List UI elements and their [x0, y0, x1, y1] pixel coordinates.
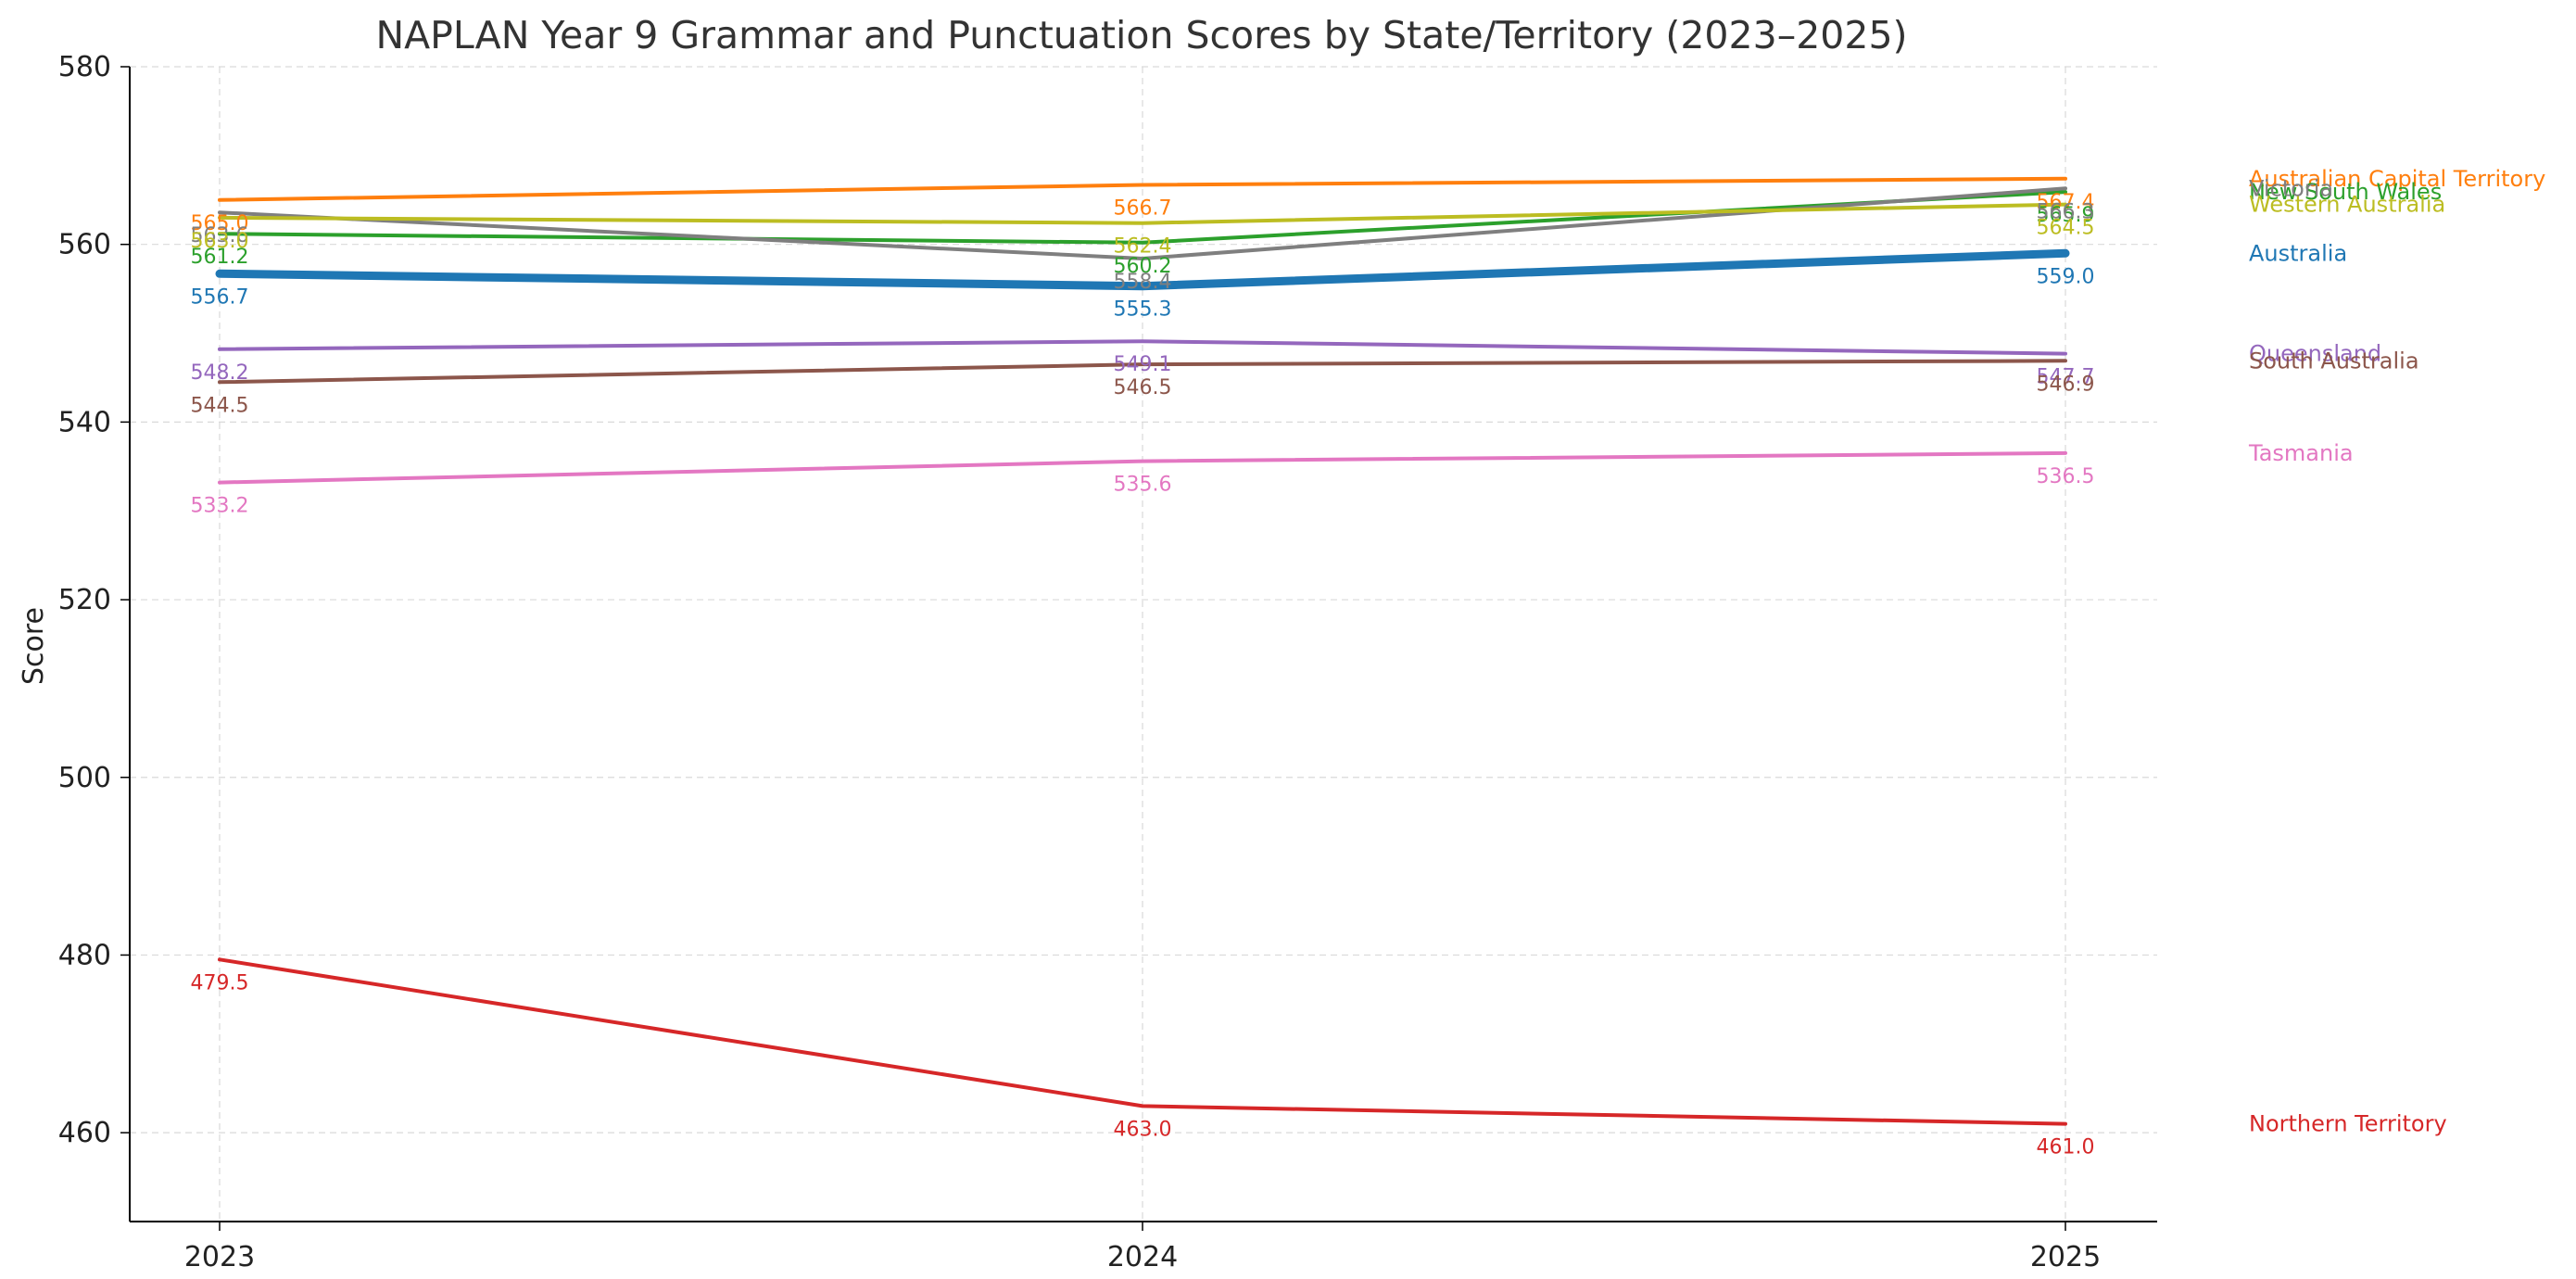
- data-label-australia: 556.7: [191, 285, 249, 309]
- axes: 460 480 500 520 540 560 580 2023 2024 2025: [58, 51, 2157, 1273]
- y-tick-label: 500: [58, 762, 111, 794]
- data-label-queensland: 549.1: [1114, 353, 1172, 376]
- data-label-western-australia: 563.0: [191, 230, 249, 253]
- data-label-australia: 555.3: [1114, 298, 1172, 322]
- legend-label-western-australia: Western Australia: [2249, 192, 2445, 218]
- data-label-northern-territory: 479.5: [191, 971, 249, 994]
- series-line-queensland: [218, 339, 2067, 356]
- data-label-australian-capital-territory: 565.0: [191, 212, 249, 235]
- legend-label-tasmania: Tasmania: [2248, 440, 2354, 466]
- y-tick-label: 540: [58, 406, 111, 438]
- data-label-victoria: 563.6: [191, 224, 249, 247]
- legend-label-australia: Australia: [2249, 240, 2347, 266]
- legend-label-australian-capital-territory: Australian Capital Territory: [2249, 166, 2545, 192]
- y-tick-label: 480: [58, 939, 111, 971]
- data-label-new-south-wales: 560.2: [1114, 255, 1172, 278]
- data-label-queensland: 548.2: [191, 361, 249, 385]
- legend-label-victoria: Victoria: [2249, 175, 2333, 201]
- legend-label-queensland: Queensland: [2249, 341, 2381, 367]
- data-label-western-australia: 564.5: [2037, 217, 2095, 240]
- series-line-australian-capital-territory: [218, 176, 2067, 202]
- data-label-australian-capital-territory: 566.7: [1114, 197, 1172, 221]
- data-label-tasmania: 536.5: [2037, 465, 2095, 488]
- data-label-australia: 559.0: [2037, 265, 2095, 288]
- data-label-tasmania: 533.2: [191, 495, 249, 518]
- series-line-western-australia: [218, 202, 2067, 225]
- y-tick-label: 520: [58, 584, 111, 616]
- series-line-tasmania: [218, 450, 2067, 485]
- data-label-new-south-wales: 565.9: [2037, 204, 2095, 227]
- data-label-queensland: 547.7: [2037, 366, 2095, 389]
- series-line-south-australia: [218, 359, 2067, 385]
- x-tick-label: 2024: [1107, 1241, 1178, 1273]
- legend-label-new-south-wales: New South Wales: [2249, 179, 2442, 205]
- data-label-new-south-wales: 561.2: [191, 246, 249, 269]
- series-line-australia: [215, 248, 2070, 291]
- series-lines: [215, 176, 2070, 1126]
- data-label-western-australia: 562.4: [1114, 235, 1172, 259]
- data-label-south-australia: 544.5: [191, 394, 249, 417]
- data-label-northern-territory: 463.0: [1114, 1118, 1172, 1141]
- data-labels: 556.7 555.3 559.0 565.0 566.7 567.4 561.2 560.2…: [191, 191, 2095, 1159]
- data-label-south-australia: 546.9: [2037, 373, 2095, 396]
- data-label-australian-capital-territory: 567.4: [2037, 191, 2095, 214]
- series-line-northern-territory: [218, 957, 2067, 1126]
- x-tick-label: 2025: [2030, 1241, 2101, 1273]
- data-label-victoria: 558.4: [1114, 271, 1172, 294]
- legend-label-northern-territory: Northern Territory: [2249, 1111, 2447, 1137]
- data-label-tasmania: 535.6: [1114, 474, 1172, 497]
- chart-title: NAPLAN Year 9 Grammar and Punctuation Sc…: [375, 13, 1907, 57]
- y-tick-label: 560: [58, 229, 111, 261]
- y-tick-label: 460: [58, 1117, 111, 1149]
- legend-label-south-australia: South Australia: [2249, 348, 2419, 374]
- data-label-victoria: 566.3: [2037, 200, 2095, 223]
- y-tick-label: 580: [58, 51, 111, 83]
- legend: Australia Australian Capital TerritoryNew…: [2248, 166, 2545, 1137]
- data-label-south-australia: 546.5: [1114, 376, 1172, 399]
- x-tick-label: 2023: [184, 1241, 255, 1273]
- y-axis-label: Score: [18, 607, 50, 685]
- data-label-northern-territory: 461.0: [2037, 1136, 2095, 1159]
